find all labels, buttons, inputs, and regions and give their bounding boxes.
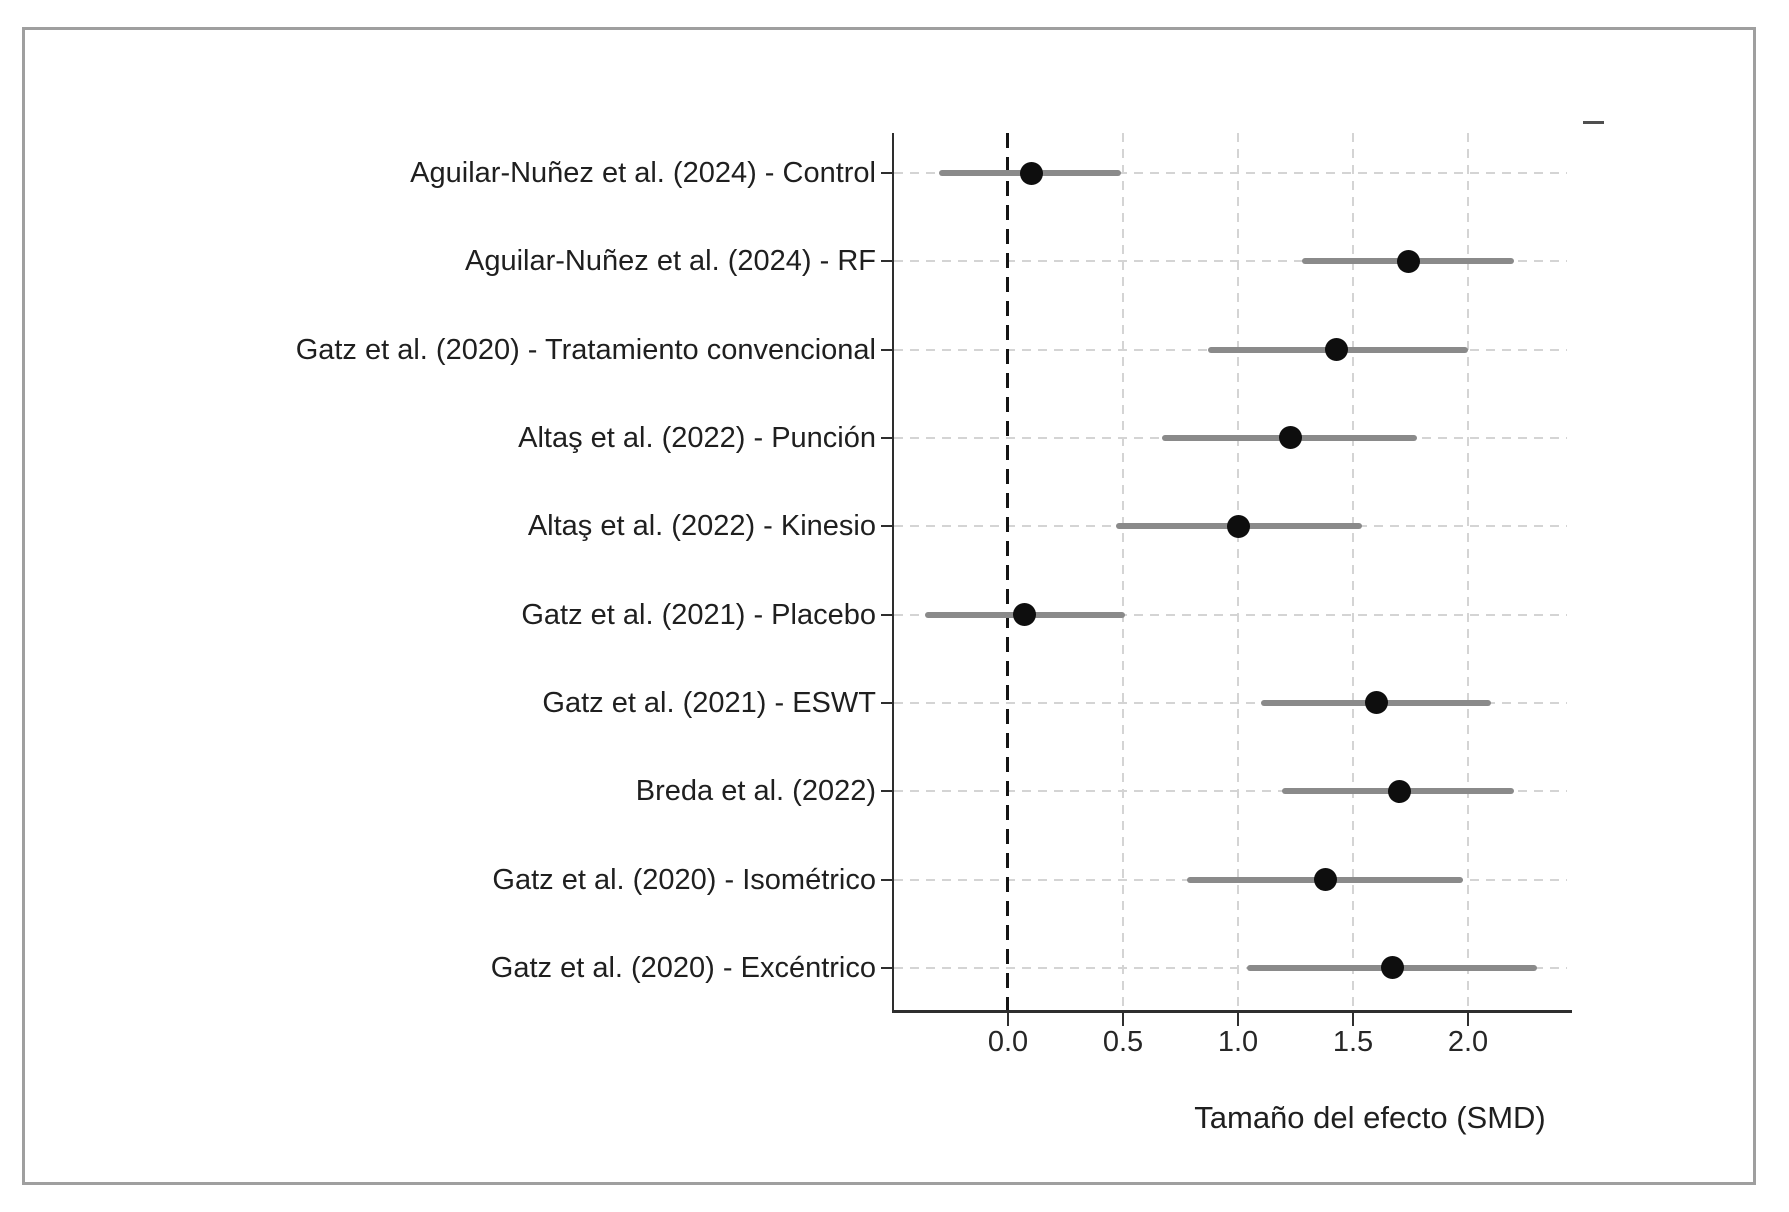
y-tick <box>881 260 894 263</box>
x-tick <box>1007 1013 1009 1026</box>
point-estimate <box>1387 779 1411 803</box>
point-estimate <box>1380 956 1404 980</box>
y-axis-line <box>892 133 894 1013</box>
tick-gridline <box>1122 133 1124 1010</box>
row-label: Gatz et al. (2020) - Tratamiento convenc… <box>295 333 876 366</box>
y-tick <box>881 790 894 793</box>
y-tick <box>881 966 894 969</box>
point-estimate <box>1019 161 1043 185</box>
y-tick <box>881 701 894 704</box>
y-tick <box>881 613 894 616</box>
row-gridline <box>894 260 1567 263</box>
row-label: Gatz et al. (2020) - Isométrico <box>492 863 876 896</box>
y-tick <box>881 172 894 174</box>
point-estimate <box>1364 691 1388 715</box>
x-tick-label: 2.0 <box>1447 1026 1489 1058</box>
point-estimate <box>1279 426 1303 450</box>
row-gridline <box>894 172 1567 174</box>
point-estimate <box>1313 868 1337 892</box>
x-tick-label: 0.0 <box>987 1026 1029 1058</box>
point-estimate <box>1325 338 1349 362</box>
row-gridline <box>894 790 1567 793</box>
row-label: Aguilar-Nuñez et al. (2024) - Control <box>410 157 876 189</box>
x-tick-label: 1.5 <box>1332 1026 1374 1058</box>
y-tick <box>881 348 894 351</box>
x-tick <box>1122 1013 1124 1026</box>
row-label: Breda et al. (2022) <box>635 775 876 808</box>
x-tick <box>1352 1013 1354 1026</box>
x-tick-label: 0.5 <box>1102 1026 1144 1058</box>
x-tick <box>1237 1013 1239 1026</box>
tick-gridline <box>1352 133 1354 1010</box>
row-label: Gatz et al. (2021) - Placebo <box>521 598 876 631</box>
point-estimate <box>1396 249 1420 273</box>
row-label: Altaş et al. (2022) - Punción <box>518 421 876 454</box>
stray-mark <box>1583 121 1604 124</box>
row-label: Gatz et al. (2021) - ESWT <box>542 686 876 719</box>
tick-gridline <box>1237 133 1239 1010</box>
point-estimate <box>1226 514 1250 538</box>
x-axis-line <box>892 1010 1572 1013</box>
zero-reference-line <box>1006 133 1009 1010</box>
y-tick <box>881 436 894 439</box>
point-estimate <box>1012 603 1036 627</box>
row-label: Aguilar-Nuñez et al. (2024) - RF <box>465 245 876 278</box>
x-axis-title: Tamaño del efecto (SMD) <box>1194 1100 1546 1135</box>
y-tick <box>881 878 894 881</box>
y-tick <box>881 525 894 528</box>
row-gridline <box>894 966 1567 969</box>
tick-gridline <box>1467 133 1469 1010</box>
x-tick <box>1467 1013 1469 1026</box>
row-gridline <box>894 613 1567 616</box>
row-label: Gatz et al. (2020) - Excéntrico <box>490 951 876 984</box>
x-tick-label: 1.0 <box>1217 1026 1259 1058</box>
row-gridline <box>894 701 1567 704</box>
row-label: Altaş et al. (2022) - Kinesio <box>527 510 876 543</box>
